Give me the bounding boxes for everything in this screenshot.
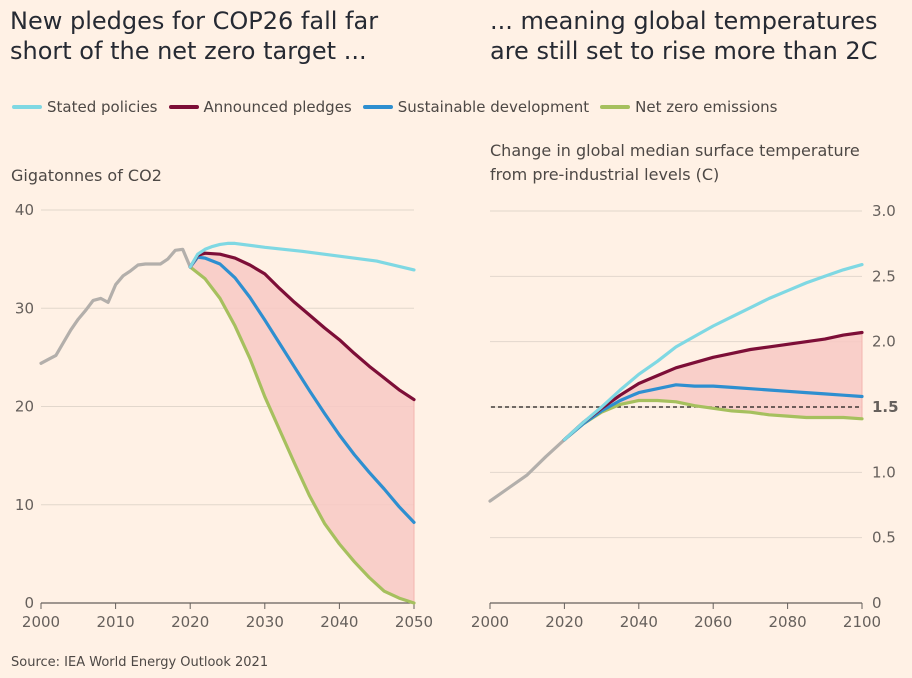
left-chart-x-tick-label-2050: 2050: [395, 613, 433, 631]
right-chart-x-tick-label-2000: 2000: [471, 613, 509, 631]
left-chart-x-tick-label-2010: 2010: [97, 613, 135, 631]
legend-swatch-sustainable-development: [362, 105, 393, 109]
right-chart-y-tick-label-0: 0: [872, 594, 882, 612]
legend-item-sustainable-development: Sustainable development: [362, 98, 590, 116]
legend-label-net-zero-emissions: Net zero emissions: [635, 98, 778, 116]
right-chart-y-axis-label: Change in global median surface temperat…: [490, 139, 860, 187]
right-chart-y-tick-label-2-5: 2.5: [872, 267, 896, 285]
left-chart-series-stated-policies: [188, 241, 416, 272]
right-chart-title: ... meaning global temperatures are stil…: [490, 6, 878, 66]
right-chart-y-tick-label-3-0: 3.0: [872, 202, 896, 220]
legend-item-stated-policies: Stated policies: [12, 98, 158, 116]
right-chart-series-stated-policies: [562, 263, 864, 442]
left-chart-series-sustainable-development: [188, 255, 416, 525]
left-chart-y-tick-label-40: 40: [15, 201, 34, 219]
right-chart-y-tick-label-0-5: 0.5: [872, 529, 896, 547]
right-chart-title-line-2: are still set to rise more than 2C: [490, 37, 878, 65]
legend-label-stated-policies: Stated policies: [47, 98, 158, 116]
right-chart-x-tick-label-2060: 2060: [694, 613, 732, 631]
right-chart-y-tick-label-1-5: 1.5: [872, 398, 899, 416]
legend-item-announced-pledges: Announced pledges: [168, 98, 352, 116]
left-chart-y-tick-label-30: 30: [15, 299, 34, 317]
legend-swatch-net-zero-emissions: [600, 105, 631, 109]
left-chart-x-tick-label-2040: 2040: [320, 613, 358, 631]
right-chart-series-announced-pledges: [562, 330, 864, 442]
left-chart-x-tick-label-2020: 2020: [171, 613, 209, 631]
legend-label-announced-pledges: Announced pledges: [203, 98, 352, 116]
left-chart-title: New pledges for COP26 fall far short of …: [10, 6, 378, 66]
left-chart-x-tick-label-2000: 2000: [22, 613, 60, 631]
right-chart-y-axis-label-line-1: Change in global median surface temperat…: [490, 141, 860, 160]
right-chart-series-net-zero-emissions: [562, 398, 864, 442]
left-chart-title-line-2: short of the net zero target ...: [10, 37, 367, 65]
left-chart-y-tick-label-0: 0: [24, 594, 34, 612]
left-chart-y-axis-label: Gigatonnes of CO2: [11, 166, 162, 185]
left-chart-y-tick-label-10: 10: [15, 496, 34, 514]
right-chart-x-tick-label-2020: 2020: [545, 613, 583, 631]
left-chart-series-announced-pledges: [188, 251, 416, 402]
legend-swatch-announced-pledges: [168, 105, 199, 109]
source-note: Source: IEA World Energy Outlook 2021: [11, 655, 269, 670]
left-chart-x-tick-label-2030: 2030: [246, 613, 284, 631]
legend: Stated policies Announced pledges Sustai…: [12, 95, 788, 119]
left-chart-y-tick-label-20: 20: [15, 398, 34, 416]
right-chart-x-tick-label-2040: 2040: [620, 613, 658, 631]
right-chart-x-tick-label-2100: 2100: [843, 613, 881, 631]
legend-item-net-zero-emissions: Net zero emissions: [600, 98, 777, 116]
legend-label-sustainable-development: Sustainable development: [397, 98, 590, 116]
left-chart-series-net-zero-emissions: [188, 265, 416, 605]
left-chart-title-line-1: New pledges for COP26 fall far: [10, 7, 379, 35]
right-chart-x-tick-label-2080: 2080: [769, 613, 807, 631]
left-chart-shaded-band: [190, 253, 414, 603]
legend-swatch-stated-policies: [12, 105, 42, 109]
right-chart-y-tick-label-1-0: 1.0: [872, 463, 896, 481]
right-chart-series-sustainable-development: [562, 383, 864, 442]
right-chart-title-line-1: ... meaning global temperatures: [490, 7, 878, 35]
left-chart-series-historical: [39, 247, 192, 365]
right-chart-y-tick-label-2-0: 2.0: [872, 333, 896, 351]
right-chart-y-axis-label-line-2: from pre-industrial levels (C): [490, 165, 720, 184]
right-chart-series-historical: [488, 438, 567, 503]
